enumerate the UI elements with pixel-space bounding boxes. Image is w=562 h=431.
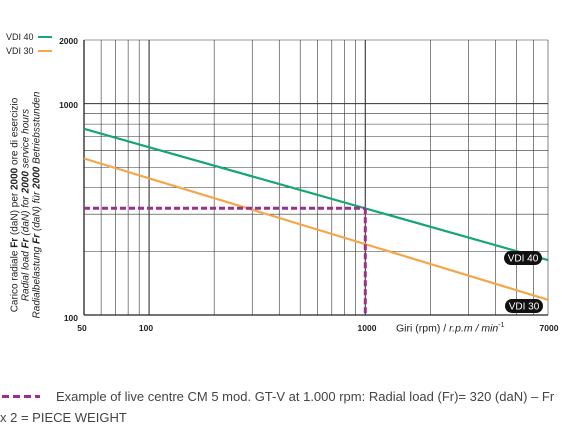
- x-axis-label-sup: -1: [498, 322, 505, 329]
- example-caption: Example of live centre CM 5 mod. GT-V at…: [0, 386, 555, 428]
- x-axis-label-italic: r.p.m / min: [449, 322, 499, 335]
- dashed-line-sample-icon: [2, 394, 40, 398]
- series-line-vdi40: [83, 127, 549, 262]
- y-axis-label-line-3: Radialbelastung Fr (daN) für 2000 Betrie…: [31, 91, 43, 319]
- legend-swatch-vdi40: [37, 36, 52, 38]
- x-tick-label-100: 100: [138, 323, 154, 333]
- x-tick-label-1000: 1000: [357, 323, 377, 333]
- example-caption-text: Example of live centre CM 5 mod. GT-V at…: [0, 389, 555, 425]
- y-tick-label-2000: 2000: [59, 36, 78, 46]
- y-axis-label-line-1: Carico radiale Fr (daN) per 2000 ore di …: [9, 97, 21, 313]
- legend-entry-vdi30: VDI 30: [6, 46, 52, 56]
- legend-swatch-vdi30: [37, 50, 52, 52]
- end-badge-vdi40: [504, 251, 542, 265]
- x-axis-label: Giri (rpm) / r.p.m / min-1: [396, 322, 505, 335]
- legend-label-vdi40: VDI 40: [6, 32, 34, 42]
- chart-svg: VDI 40 VDI 30: [83, 39, 549, 316]
- legend-label-vdi30: VDI 30: [6, 46, 34, 56]
- legend-entry-vdi40: VDI 40: [6, 32, 52, 42]
- chart-panel: VDI 40 VDI 30 VDI 40 VDI 30 Carico radial…: [6, 32, 559, 340]
- y-axis-label: Carico radiale Fr (daN) per 2000 ore di …: [6, 70, 46, 340]
- x-tick-label-7000: 7000: [539, 323, 559, 333]
- y-tick-label-100: 100: [63, 313, 78, 323]
- x-tick-label-50: 50: [77, 323, 87, 333]
- x-axis-label-plain: Giri (rpm) /: [396, 322, 450, 335]
- end-badge-label-vdi30: VDI 30: [509, 302, 540, 313]
- end-badge-label-vdi40: VDI 40: [508, 254, 539, 265]
- end-badge-vdi30: [505, 299, 543, 313]
- y-tick-label-1000: 1000: [59, 100, 78, 110]
- series-line-vdi30: [83, 157, 549, 301]
- y-axis-label-line-2: Radial load Fr (daN) for 2000 service ho…: [20, 108, 32, 302]
